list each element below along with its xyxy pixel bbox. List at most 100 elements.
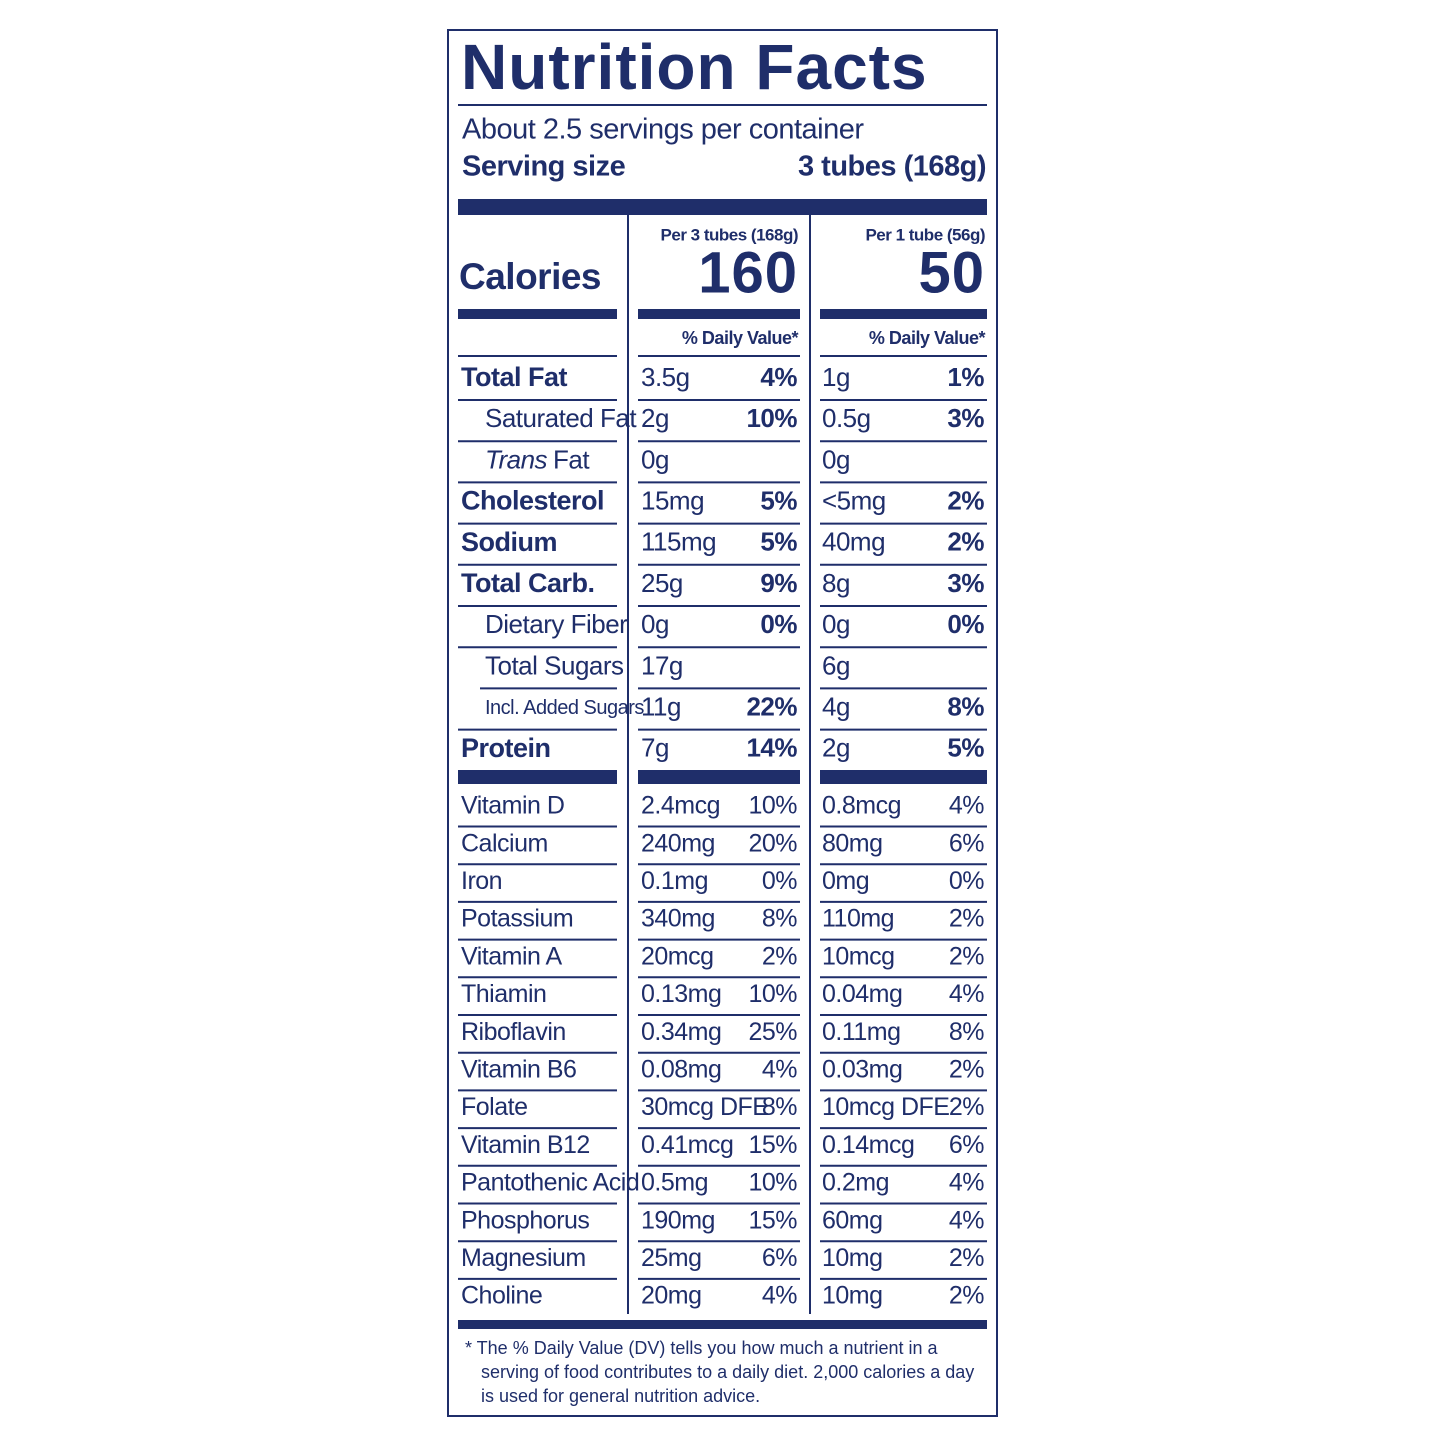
- amount: 40mg: [822, 527, 885, 557]
- daily-value: 2%: [947, 485, 984, 515]
- daily-value: 2%: [947, 527, 984, 557]
- amount: 3.5g: [641, 362, 690, 392]
- daily-value: 10%: [746, 403, 797, 433]
- border: [447, 29, 998, 1417]
- amount: 17g: [641, 650, 683, 680]
- amount: 10mcg DFE: [822, 1093, 949, 1121]
- daily-value: 4%: [949, 980, 984, 1008]
- serving-size: 3 tubes (168g): [798, 151, 986, 183]
- nutrient-name: Dietary Fiber: [485, 609, 628, 639]
- vitamin-name: Vitamin B12: [461, 1131, 590, 1159]
- vitamin-name: Vitamin D: [461, 792, 564, 820]
- amount: 1g: [822, 362, 850, 392]
- daily-value: 5%: [760, 485, 797, 515]
- amount: 0mg: [822, 867, 869, 895]
- nutrient-name: Trans Fat: [485, 444, 590, 474]
- amount: 0.8mcg: [822, 792, 901, 820]
- thick-bar: [458, 199, 987, 215]
- vitamin-name: Phosphorus: [461, 1206, 589, 1234]
- daily-value: 15%: [748, 1131, 797, 1159]
- vitamin-name: Choline: [461, 1282, 542, 1310]
- column-heading: Per 3 tubes (168g): [661, 225, 798, 244]
- amount: 0.08mg: [641, 1056, 721, 1084]
- amount: 20mg: [641, 1282, 702, 1310]
- daily-value: 6%: [949, 829, 984, 857]
- footnote-line: is used for general nutrition advice.: [481, 1386, 760, 1406]
- servings: About 2.5 servings per container: [462, 114, 864, 146]
- daily-value: 8%: [762, 905, 797, 933]
- dv-heading: % Daily Value*: [869, 328, 986, 348]
- amount: 0g: [641, 444, 669, 474]
- daily-value: 4%: [762, 1056, 797, 1084]
- daily-value: 15%: [748, 1206, 797, 1234]
- daily-value: 25%: [748, 1018, 797, 1046]
- daily-value: 4%: [949, 1206, 984, 1234]
- nutrient-name: Total Sugars: [485, 650, 624, 680]
- amount: 190mg: [641, 1206, 715, 1234]
- amount: 8g: [822, 568, 850, 598]
- amount: 240mg: [641, 829, 715, 857]
- calories-label: Calories: [459, 256, 601, 297]
- thick-bar: [458, 770, 617, 784]
- amount: 10mg: [822, 1244, 883, 1272]
- amount: 340mg: [641, 905, 715, 933]
- daily-value: 10%: [748, 980, 797, 1008]
- amount: 0.04mg: [822, 980, 902, 1008]
- amount: 25mg: [641, 1244, 702, 1272]
- vitamin-name: Magnesium: [461, 1244, 586, 1272]
- daily-value: 6%: [762, 1244, 797, 1272]
- daily-value: 8%: [949, 1018, 984, 1046]
- vitamin-name: Pantothenic Acid: [461, 1169, 639, 1197]
- daily-value: 4%: [949, 792, 984, 820]
- daily-value: 3%: [947, 568, 984, 598]
- amount: 0g: [641, 609, 669, 639]
- amount: 20mcg: [641, 942, 714, 970]
- thick-bar: [458, 309, 617, 319]
- nutrient-name-rest: Fat: [553, 444, 590, 474]
- vitamin-name: Thiamin: [461, 980, 546, 1008]
- daily-value: 2%: [762, 942, 797, 970]
- nutrient-name: Protein: [461, 733, 551, 763]
- amount: 0.5g: [822, 403, 871, 433]
- daily-value: 3%: [947, 403, 984, 433]
- amount: <5mg: [822, 485, 886, 515]
- amount: 10mg: [822, 1282, 883, 1310]
- amount: 7g: [641, 733, 669, 763]
- nutrient-name-italic: Trans: [485, 444, 548, 474]
- daily-value: 5%: [947, 733, 984, 763]
- amount: 0.11mg: [822, 1018, 901, 1046]
- daily-value: 0%: [762, 867, 797, 895]
- daily-value: 2%: [949, 1056, 984, 1084]
- vitamin-name: Calcium: [461, 829, 548, 857]
- daily-value: 2%: [949, 1282, 984, 1310]
- daily-value: 4%: [949, 1169, 984, 1197]
- daily-value: 5%: [760, 527, 797, 557]
- nutrient-name: Total Carb.: [461, 568, 595, 598]
- nutrient-name: Incl. Added Sugars: [485, 697, 644, 719]
- amount: 0.1mg: [641, 867, 708, 895]
- dv-heading: % Daily Value*: [682, 328, 799, 348]
- amount: 0.41mcg: [641, 1131, 733, 1159]
- nutrient-name: Saturated Fat: [485, 403, 637, 433]
- calories-value: 50: [918, 240, 985, 305]
- daily-value: 20%: [748, 829, 797, 857]
- amount: 0g: [822, 609, 850, 639]
- thick-bar: [820, 309, 987, 319]
- amount: 0.13mg: [641, 980, 721, 1008]
- amount: 6g: [822, 650, 850, 680]
- nutrient-name: Total Fat: [461, 362, 568, 392]
- footnote-line: * The % Daily Value (DV) tells you how m…: [465, 1338, 939, 1358]
- amount: 0.2mg: [822, 1169, 889, 1197]
- amount: 11g: [641, 691, 681, 721]
- amount: 110mg: [822, 905, 894, 933]
- daily-value: 2%: [949, 1244, 984, 1272]
- vitamin-name: Potassium: [461, 905, 573, 933]
- amount: 0.14mcg: [822, 1131, 914, 1159]
- daily-value: 2%: [949, 905, 984, 933]
- nutrient-name: Cholesterol: [461, 486, 604, 516]
- nutrient-name: Sodium: [461, 527, 557, 557]
- amount: 0.03mg: [822, 1056, 902, 1084]
- daily-value: 1%: [947, 362, 984, 392]
- amount: 0.34mg: [641, 1018, 721, 1046]
- daily-value: 0%: [947, 609, 984, 639]
